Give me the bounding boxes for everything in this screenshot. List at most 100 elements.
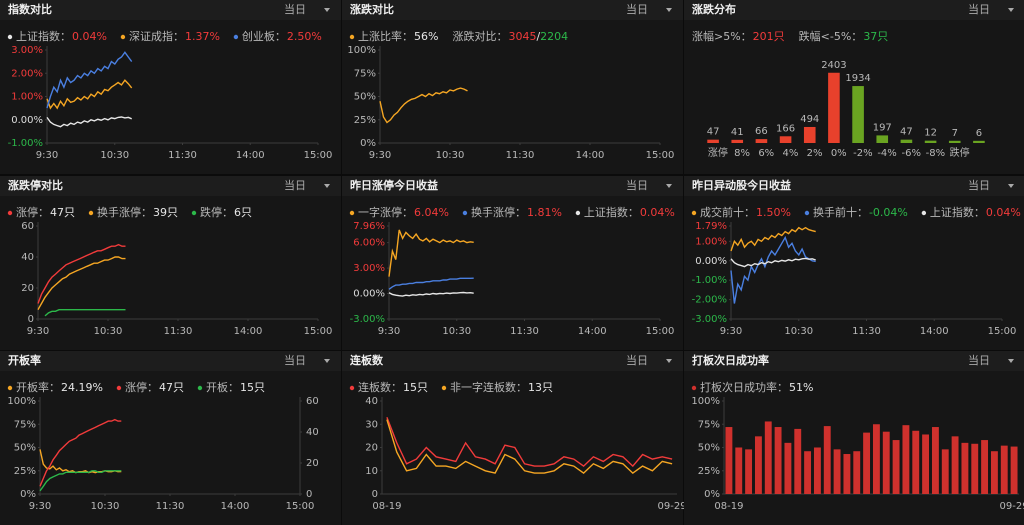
period-dropdown[interactable]: 当日 bbox=[626, 178, 648, 192]
dropdown-arrow[interactable] bbox=[1008, 8, 1014, 12]
y-tick-label: -1.00% bbox=[692, 275, 727, 286]
line-series bbox=[730, 226, 816, 252]
bar bbox=[853, 451, 861, 494]
period-dropdown[interactable]: 当日 bbox=[968, 178, 990, 192]
legend-value: 3045 bbox=[508, 30, 536, 43]
bar bbox=[1010, 446, 1018, 494]
period-dropdown[interactable]: 当日 bbox=[968, 353, 990, 367]
panel-header bbox=[342, 351, 683, 371]
line-series bbox=[379, 87, 468, 124]
legend-value: 47只 bbox=[159, 381, 184, 394]
line-series bbox=[388, 229, 474, 277]
bar bbox=[784, 442, 792, 494]
line-series bbox=[46, 51, 133, 109]
bar bbox=[774, 427, 782, 494]
y-tick-label: 0 bbox=[28, 314, 34, 325]
x-tick-label: 10:30 bbox=[784, 326, 813, 337]
line-series bbox=[39, 418, 122, 487]
dropdown-arrow[interactable] bbox=[1008, 184, 1014, 188]
x-tick-label: 11:30 bbox=[510, 326, 539, 337]
period-dropdown[interactable]: 当日 bbox=[284, 353, 306, 367]
bar bbox=[735, 447, 743, 494]
legend-dot bbox=[191, 210, 197, 216]
bar bbox=[823, 426, 831, 494]
bar-value-label: 2403 bbox=[821, 60, 846, 71]
panel bbox=[0, 351, 341, 525]
x-tick-label: 9:30 bbox=[29, 501, 51, 512]
legend-value: 1.37% bbox=[185, 30, 220, 43]
line-series bbox=[37, 243, 126, 304]
legend-value: 51% bbox=[789, 381, 813, 394]
period-dropdown[interactable]: 当日 bbox=[284, 178, 306, 192]
dropdown-arrow[interactable] bbox=[1008, 359, 1014, 363]
period-dropdown[interactable]: 当日 bbox=[626, 353, 648, 367]
legend-value: 1.81% bbox=[527, 206, 562, 219]
period-dropdown[interactable]: 当日 bbox=[626, 2, 648, 16]
legend-value: 0.04% bbox=[640, 206, 675, 219]
x-tick-label: 08-19 bbox=[372, 501, 401, 512]
x-tick-label: 14:00 bbox=[920, 326, 949, 337]
bar bbox=[990, 451, 998, 494]
legend-name: 上证指数： bbox=[16, 29, 71, 43]
legend-name: 非一字连板数： bbox=[450, 380, 527, 394]
y-tick-label: 0 bbox=[372, 489, 378, 500]
y-tick-label: 20 bbox=[365, 443, 378, 454]
legend-dot bbox=[88, 210, 94, 216]
panel-header bbox=[0, 176, 341, 196]
period-dropdown[interactable]: 当日 bbox=[968, 2, 990, 16]
x-tick-label: 跌停 bbox=[950, 146, 970, 159]
x-tick-label: 15:00 bbox=[304, 326, 333, 337]
y-tick-label: 100% bbox=[347, 45, 376, 56]
dropdown-arrow[interactable] bbox=[324, 184, 330, 188]
bar-value-label: 1934 bbox=[845, 73, 870, 84]
legend-name: 连板数： bbox=[358, 380, 402, 394]
y-tick-label: 50% bbox=[354, 92, 376, 103]
x-tick-label: 11:30 bbox=[164, 326, 193, 337]
y2-tick-label: 40 bbox=[306, 427, 319, 438]
dropdown-arrow[interactable] bbox=[324, 8, 330, 12]
line-series bbox=[388, 277, 474, 290]
bar bbox=[922, 434, 930, 494]
x-tick-label: 涨停 bbox=[708, 146, 728, 159]
y2-tick-label: 0 bbox=[306, 489, 312, 500]
line-series bbox=[46, 79, 133, 110]
bar bbox=[764, 421, 772, 494]
bar bbox=[948, 140, 961, 143]
panel-title: 涨跌停对比 bbox=[8, 178, 63, 192]
line-series bbox=[44, 309, 126, 317]
period-dropdown[interactable]: 当日 bbox=[284, 2, 306, 16]
dropdown-arrow[interactable] bbox=[666, 359, 672, 363]
x-tick-label: 14:00 bbox=[221, 501, 250, 512]
y-tick-label: 2.00% bbox=[11, 68, 43, 79]
y-tick-label: 50% bbox=[14, 443, 36, 454]
x-tick-label: -8% bbox=[926, 148, 945, 159]
y-tick-label: 30 bbox=[365, 419, 378, 430]
legend-value: 0.04% bbox=[986, 206, 1021, 219]
bar bbox=[731, 139, 744, 143]
bar bbox=[803, 126, 816, 143]
bar-value-label: 12 bbox=[924, 128, 937, 139]
x-tick-label: 11:30 bbox=[852, 326, 881, 337]
y-tick-label: 100% bbox=[691, 396, 720, 407]
y-tick-label: 75% bbox=[698, 419, 720, 430]
dropdown-arrow[interactable] bbox=[324, 359, 330, 363]
legend-dot bbox=[120, 34, 126, 40]
line-series bbox=[39, 470, 122, 492]
x-tick-label: 8% bbox=[734, 148, 750, 159]
bar bbox=[973, 140, 985, 143]
bar bbox=[892, 440, 900, 494]
dropdown-arrow[interactable] bbox=[666, 184, 672, 188]
line-series bbox=[386, 419, 673, 475]
legend-dot bbox=[349, 385, 355, 391]
y-tick-label: 10 bbox=[365, 466, 378, 477]
bar bbox=[779, 136, 792, 143]
dropdown-arrow[interactable] bbox=[666, 8, 672, 12]
bar bbox=[833, 449, 841, 494]
bar-value-label: 47 bbox=[707, 127, 720, 138]
bar bbox=[902, 425, 910, 494]
y-tick-label: 40 bbox=[365, 396, 378, 407]
legend-dot bbox=[921, 210, 927, 216]
x-tick-label: 15:00 bbox=[988, 326, 1017, 337]
legend-value: 1.50% bbox=[756, 206, 791, 219]
panel-header bbox=[684, 0, 1024, 20]
